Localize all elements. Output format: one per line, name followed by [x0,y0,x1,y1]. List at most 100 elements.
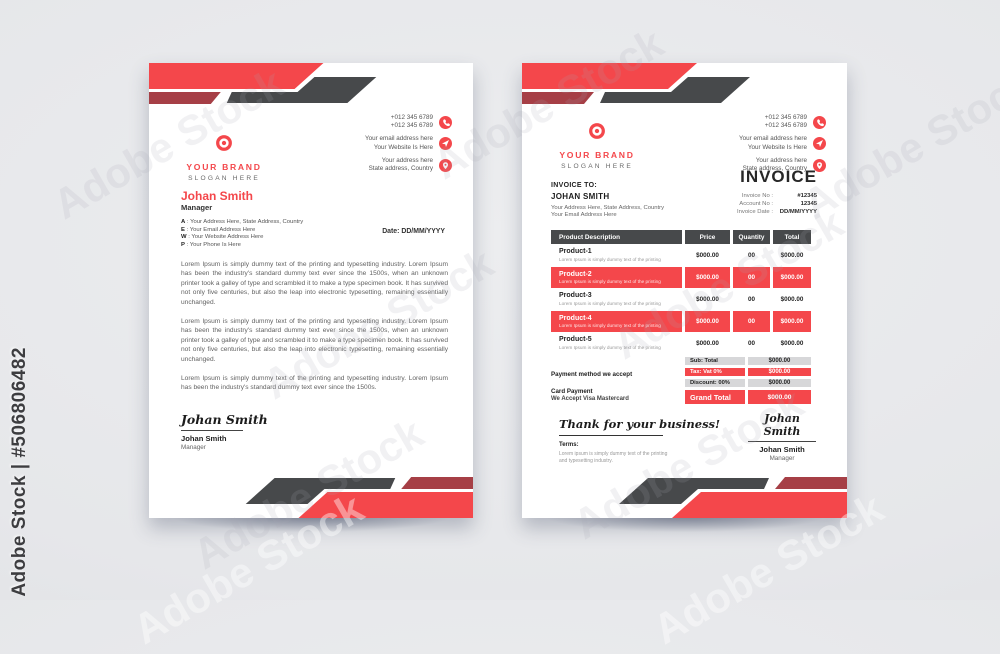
total-label: Tax: Vat 0% [685,368,745,376]
address-key: W [181,234,187,241]
product-subtext: Lorem Ipsum is simply dummy text of the … [559,344,661,350]
terms-text: Lorem ipsum is simply dummy text of the … [559,451,667,465]
brand-slogan: SLOGAN HERE [188,175,260,182]
contact-block: +012 345 6789 +012 345 6789 Your email a… [365,114,452,173]
table-row: Product-2 Lorem Ipsum is simply dummy tex… [551,267,811,288]
address-value: : Your Address Here, State Address, Coun… [185,219,304,225]
discount-row: Discount: 00% $000.00 [685,379,811,387]
total-value: $000.00 [748,390,811,404]
price-cell: $000.00 [685,267,730,288]
payment-note: We Accept Visa Mastercard [551,396,629,402]
table-row: Product-5 Lorem Ipsum is simply dummy tex… [551,333,811,353]
product-name: Product-5 [559,336,592,344]
total-value: $000.00 [748,357,811,365]
address-key: P [181,242,185,249]
email-address: Your email address here [364,135,433,143]
brand-logo: YOUR BRAND SLOGAN HERE [555,122,639,170]
total-cell: $000.00 [773,311,811,332]
product-name: Product-1 [559,248,592,256]
letterhead-page: +012 345 6789 +012 345 6789 Your email a… [149,63,473,518]
brand-slogan: SLOGAN HERE [561,163,633,170]
total-label: Sub: Total [685,357,745,365]
terms-label: Terms: [559,442,579,448]
invoice-to-block: INVOICE TO: JOHAN SMITH Your Address Her… [551,182,664,220]
meta-label: Invoice No : [741,193,773,199]
grand-total-row: Grand Total $000.00 [685,390,811,404]
payment-method-heading: Payment method we accept [551,371,633,378]
column-header: Quantity [733,230,770,244]
invoice-number-row: Invoice No : #12345 [737,193,817,201]
quantity-cell: 00 [733,267,770,288]
invoice-page: +012 345 6789 +012 345 6789 Your email a… [522,63,847,518]
invoice-to-email: Your Email Address Here [551,212,617,219]
address-line: P : Your Phone Is Here [181,242,303,250]
table-row: Product-1 Lorem Ipsum is simply dummy tex… [551,245,811,265]
street-address: Your address here [381,156,433,164]
column-header: Price [685,230,730,244]
column-header: Product Description [551,230,682,244]
invoice-title: INVOICE [740,167,817,186]
meta-value: 12345 [800,200,817,207]
price-cell: $000.00 [696,295,719,303]
total-value: $000.00 [748,368,811,376]
letter-body: Lorem Ipsum is simply dummy text of the … [181,260,448,403]
target-logo-icon [589,123,605,139]
meta-value: #12345 [797,193,817,199]
quantity-cell: 00 [747,295,755,303]
signature-block: Johan Smith Johan Smith Manager [746,412,818,462]
body-paragraph: Lorem Ipsum is simply dummy text of the … [181,318,448,363]
phone-number: +012 345 6789 [390,122,433,130]
table-header-row: Product Description Price Quantity Total [551,230,811,244]
header-decoration [522,63,750,104]
subtotal-row: Sub: Total $000.00 [685,357,811,365]
date-label: Date: DD/MM/YYYY [382,228,445,235]
signature-line [181,430,243,431]
invoice-meta: Invoice No : #12345 Account No : 12345 I… [737,193,817,216]
contact-address-group: Your address here State address, Country [743,157,826,173]
meta-label: Invoice Date : [736,208,773,215]
body-paragraph: Lorem Ipsum is simply dummy text of the … [181,375,448,392]
footer-decoration [619,477,847,518]
target-logo-icon [216,135,232,151]
signature-script: Johan Smith [763,412,801,438]
invoice-to-address: Your Address Here, State Address, Countr… [551,205,665,211]
website-address: Your Website Is Here [747,143,807,151]
send-icon [813,137,826,151]
footer-decoration [245,477,473,518]
address-key: E [181,226,185,233]
phone-number: +012 345 6789 [764,122,807,130]
product-name: Product-2 [559,270,592,278]
email-address: Your email address here [738,135,807,143]
contact-block: +012 345 6789 +012 345 6789 Your email a… [739,114,826,173]
quantity-cell: 00 [747,251,755,259]
product-name: Product-4 [559,314,592,322]
invoice-to-name: JOHAN SMITH [551,192,610,201]
brand-logo: YOUR BRAND SLOGAN HERE [182,134,266,182]
state-address: State address, Country [742,165,807,173]
address-key: A [181,219,186,225]
signer-title: Manager [769,455,795,462]
phone-icon [813,115,826,129]
address-line: E : Your Email Address Here [181,227,303,235]
thank-you-message: Thank for your business! [559,417,721,431]
location-pin-icon [813,158,826,172]
price-cell: $000.00 [696,251,719,259]
quantity-cell: 00 [733,311,770,332]
contact-address-group: Your address here State address, Country [369,157,452,173]
phone-icon [439,115,452,129]
terms-line: Lorem ipsum is simply dummy text of the … [559,451,668,457]
payment-method: Card Payment [551,388,593,395]
recipient-title: Manager [181,203,213,212]
tax-row: Tax: Vat 0% $000.00 [685,368,811,376]
adobe-stock-id-label: Adobe Stock | #506806482 [9,347,30,597]
address-line: A : Your Address Here, State Address, Co… [181,219,303,227]
contact-phone-group: +012 345 6789 +012 345 6789 [391,114,452,130]
product-subtext: Lorem Ipsum is simply dummy text of the … [559,256,661,262]
address-value: : Your Website Address Here [186,234,264,241]
total-cell: $000.00 [780,251,804,259]
address-value: : Your Phone Is Here [184,242,241,249]
product-subtext: Lorem Ipsum is simply dummy text of the … [559,279,661,285]
meta-value: DD/MM/YYYY [779,208,817,215]
signer-title: Manager [181,444,206,451]
quantity-cell: 00 [747,339,755,347]
